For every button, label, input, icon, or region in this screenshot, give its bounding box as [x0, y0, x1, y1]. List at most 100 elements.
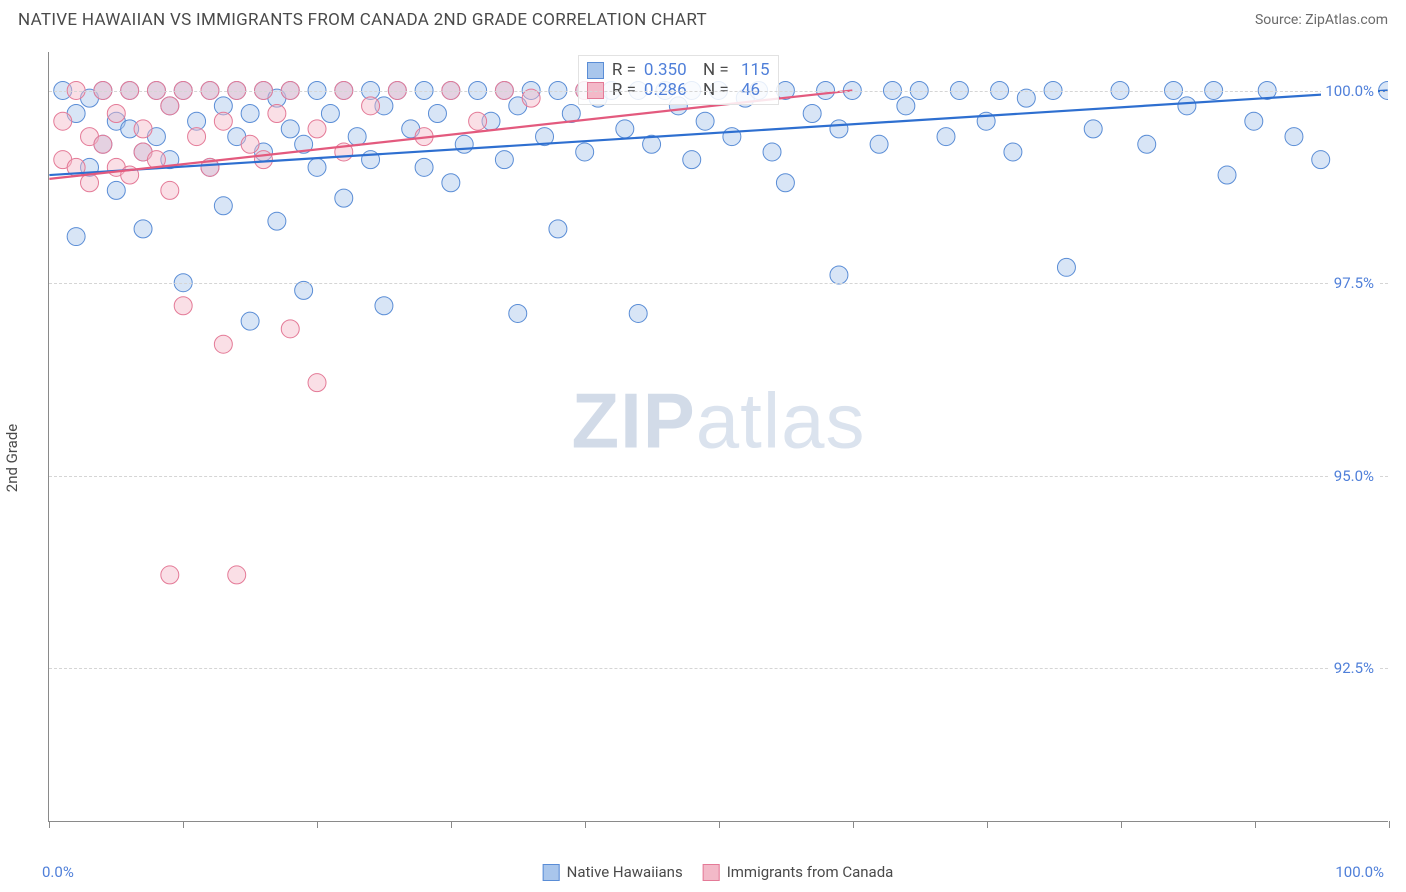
data-point [107, 105, 125, 123]
y-tick-label: 95.0% [1330, 466, 1378, 486]
data-point [201, 158, 219, 176]
data-point [214, 97, 232, 115]
watermark-bold: ZIP [571, 377, 695, 465]
data-point [241, 312, 259, 330]
data-point [415, 158, 433, 176]
x-tick [49, 821, 50, 828]
x-tick [451, 821, 452, 828]
data-point [295, 135, 313, 153]
data-point [201, 158, 219, 176]
data-point [188, 128, 206, 146]
data-point [174, 297, 192, 315]
data-point [188, 112, 206, 130]
data-point [107, 112, 125, 130]
data-point [147, 151, 165, 169]
data-point [321, 105, 339, 123]
data-point [723, 128, 741, 146]
data-point [1312, 151, 1330, 169]
data-point [830, 266, 848, 284]
data-point [54, 151, 72, 169]
legend-label: Immigrants from Canada [727, 863, 894, 881]
data-point [214, 335, 232, 353]
data-point [214, 197, 232, 215]
chart-title: NATIVE HAWAIIAN VS IMMIGRANTS FROM CANAD… [18, 10, 707, 30]
data-point [81, 128, 99, 146]
x-tick [585, 821, 586, 828]
legend: Native Hawaiians Immigrants from Canada [543, 863, 894, 881]
data-point [415, 128, 433, 146]
stats-legend-box: R =0.350 N = 115R =0.286 N = 46 [578, 55, 779, 105]
data-point [763, 143, 781, 161]
data-point [161, 97, 179, 115]
data-point [536, 128, 554, 146]
data-point [147, 128, 165, 146]
stat-n-value: 115 [737, 60, 770, 80]
legend-label: Native Hawaiians [567, 863, 683, 881]
x-tick [1389, 821, 1390, 828]
data-point [977, 112, 995, 130]
data-point [495, 151, 513, 169]
y-tick-label: 100.0% [1321, 81, 1378, 101]
data-point [629, 304, 647, 322]
data-point [214, 112, 232, 130]
data-point [161, 97, 179, 115]
x-tick [987, 821, 988, 828]
data-point [94, 135, 112, 153]
data-point [1004, 143, 1022, 161]
data-point [161, 151, 179, 169]
stat-r-label: R = [612, 60, 636, 80]
data-point [134, 143, 152, 161]
data-point [375, 97, 393, 115]
gridline [49, 91, 1388, 92]
data-point [295, 281, 313, 299]
data-point [509, 97, 527, 115]
data-point [255, 143, 273, 161]
data-point [348, 128, 366, 146]
data-point [161, 181, 179, 199]
data-point [268, 105, 286, 123]
data-point [1057, 258, 1075, 276]
data-point [81, 158, 99, 176]
data-point [428, 105, 446, 123]
data-point [1017, 89, 1035, 107]
data-point [776, 174, 794, 192]
data-point [576, 143, 594, 161]
data-point [937, 128, 955, 146]
legend-item: Immigrants from Canada [703, 863, 894, 881]
data-point [67, 158, 85, 176]
stats-row: R = 0.350 N = 115 [587, 60, 770, 80]
data-point [1245, 112, 1263, 130]
data-point [134, 143, 152, 161]
gridline [49, 283, 1388, 284]
data-point [375, 297, 393, 315]
data-point [94, 135, 112, 153]
stat-r-value: 0.350 [644, 60, 687, 80]
data-point [308, 158, 326, 176]
data-point [228, 128, 246, 146]
data-point [134, 120, 152, 138]
data-point [107, 181, 125, 199]
data-point [281, 320, 299, 338]
data-point [643, 135, 661, 153]
data-point [268, 89, 286, 107]
x-tick [183, 821, 184, 828]
plot-area: ZIPatlas R =0.350 N = 115R =0.286 N = 46… [48, 52, 1388, 822]
data-point [362, 97, 380, 115]
data-point [268, 212, 286, 230]
data-point [455, 135, 473, 153]
data-point [509, 304, 527, 322]
gridline [49, 668, 1388, 669]
data-point [696, 112, 714, 130]
data-point [67, 228, 85, 246]
data-point [67, 105, 85, 123]
stat-n-label: N = [695, 60, 729, 80]
y-axis-label: 2nd Grade [3, 424, 21, 492]
data-point [1218, 166, 1236, 184]
data-point [482, 112, 500, 130]
data-point [870, 135, 888, 153]
data-point [161, 566, 179, 584]
watermark-rest: atlas [696, 377, 866, 465]
data-point [362, 151, 380, 169]
series-swatch [587, 62, 604, 79]
data-point [683, 151, 701, 169]
